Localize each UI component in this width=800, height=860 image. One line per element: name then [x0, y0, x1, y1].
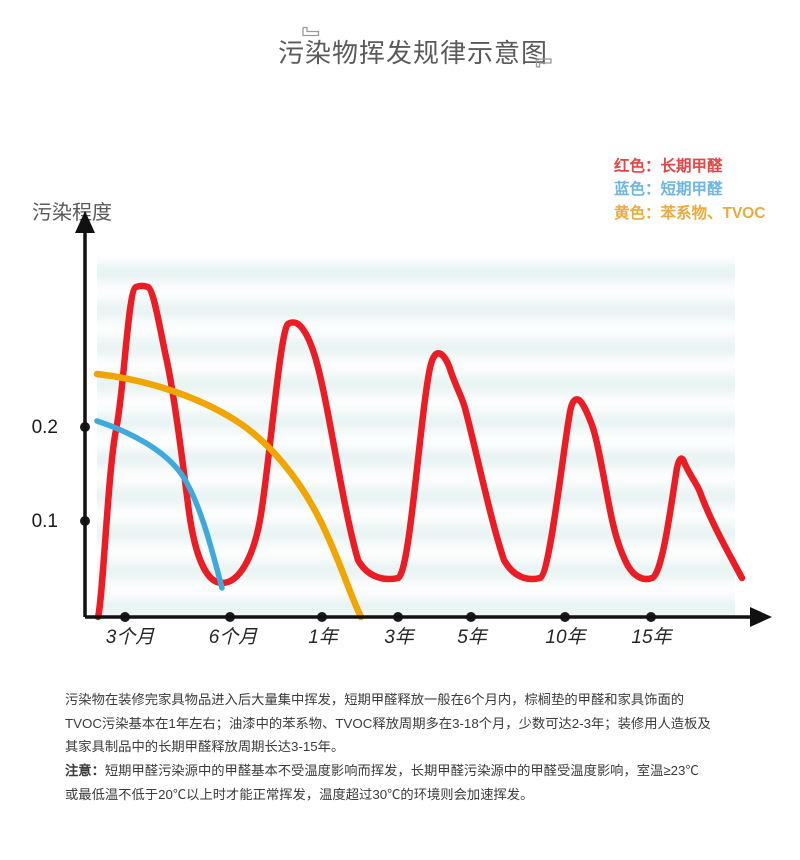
svg-text:0.2: 0.2 [32, 417, 58, 438]
svg-text:0.1: 0.1 [32, 511, 58, 532]
